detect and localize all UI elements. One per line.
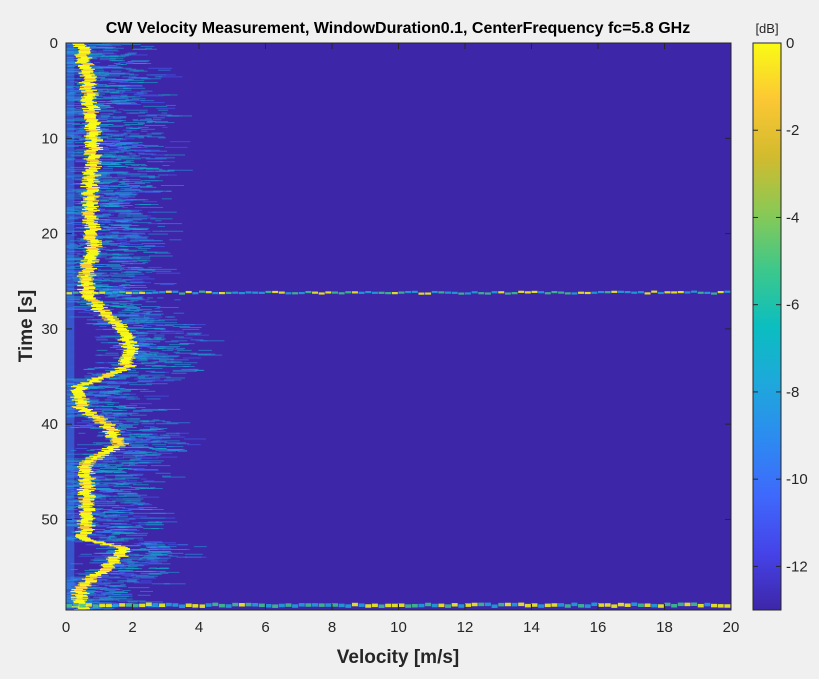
y-tick-label: 40 — [41, 416, 58, 433]
colorbar-tick-label: -4 — [786, 209, 799, 226]
y-tick-label: 20 — [41, 226, 58, 243]
x-tick-label: 8 — [328, 619, 336, 636]
spectrogram-texture — [66, 43, 225, 610]
x-tick-label: 4 — [195, 619, 203, 636]
x-axis-label: Velocity [m/s] — [337, 647, 460, 668]
x-tick-label: 0 — [62, 619, 70, 636]
colorbar-tick-label: 0 — [786, 35, 794, 52]
x-axis: 0 2 4 6 8 10 12 14 16 18 20 — [62, 43, 740, 636]
x-tick-label: 6 — [261, 619, 269, 636]
colorbar: 0 -2 -4 -6 -8 -10 -12 [dB] — [752, 21, 808, 611]
colorbar-tick-label: -10 — [786, 471, 808, 488]
colorbar-tick-label: -6 — [786, 297, 799, 314]
y-tick-label: 10 — [41, 130, 58, 147]
chart-title: CW Velocity Measurement, WindowDuration0… — [106, 20, 690, 37]
x-tick-label: 18 — [656, 619, 673, 636]
colorbar-tick-label: -8 — [786, 384, 799, 401]
x-tick-label: 16 — [590, 619, 607, 636]
y-tick-label: 30 — [41, 321, 58, 338]
colorbar-ticks: 0 -2 -4 -6 -8 -10 -12 — [753, 35, 808, 575]
x-tick-label: 20 — [723, 619, 740, 636]
spectrogram-broadband-events — [66, 290, 731, 608]
y-tick-label: 0 — [50, 35, 58, 52]
colorbar-unit-label: [dB] — [755, 21, 778, 36]
colorbar-tick-label: -12 — [786, 558, 808, 575]
x-tick-label: 2 — [128, 619, 136, 636]
y-axis-label: Time [s] — [16, 290, 37, 363]
broadband-event — [66, 290, 731, 295]
spectrogram-dominant-trace — [70, 43, 139, 610]
colorbar-tick-label: -2 — [786, 122, 799, 139]
colorbar-gradient — [752, 42, 782, 611]
x-tick-label: 10 — [390, 619, 407, 636]
broadband-event — [66, 602, 731, 608]
y-tick-label: 50 — [41, 511, 58, 528]
y-axis: 0 10 20 30 40 50 — [41, 35, 731, 528]
x-tick-label: 12 — [457, 619, 474, 636]
x-tick-label: 14 — [523, 619, 540, 636]
plot-area — [66, 43, 731, 610]
